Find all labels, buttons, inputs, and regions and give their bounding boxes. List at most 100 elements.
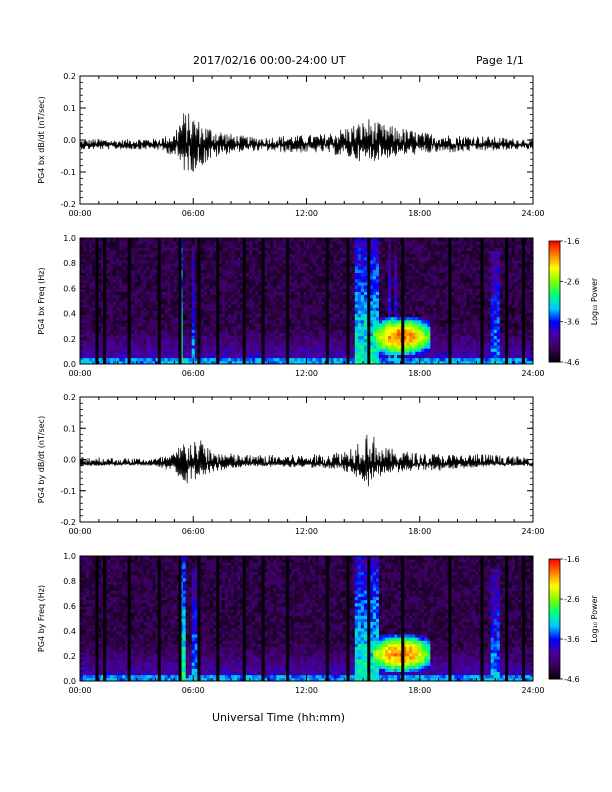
data-gap xyxy=(127,556,131,681)
data-gap xyxy=(197,556,201,681)
panel-4: 00:00 06:00 12:00 18:00 24:00 1.0 0.8 0.6 0.4 0.2… xyxy=(37,552,545,695)
y-tick-label: -0.2 xyxy=(60,200,76,209)
colorbar-tick-label: -3.6 xyxy=(564,318,580,327)
y-tick-label: 0.2 xyxy=(63,72,76,81)
y-tick-label: 0.0 xyxy=(63,456,76,465)
colorbar-tick-label: -4.6 xyxy=(564,358,580,367)
y-tick-label: 1.0 xyxy=(63,552,76,561)
data-gap xyxy=(95,238,99,364)
page-title: 2017/02/16 00:00-24:00 UT xyxy=(193,54,346,67)
x-tick-label: 06:00 xyxy=(182,209,205,218)
data-gap xyxy=(522,238,526,364)
y-tick-label: 0.4 xyxy=(63,627,76,636)
colorbar-frame xyxy=(548,240,561,363)
data-gap xyxy=(242,238,246,364)
x-tick-label: 18:00 xyxy=(408,686,431,695)
data-gap xyxy=(448,238,452,364)
x-axis-title: Universal Time (hh:mm) xyxy=(212,711,345,724)
colorbar-tick-label: -1.6 xyxy=(564,237,580,246)
data-gap xyxy=(448,556,452,681)
panel-1: 00:00 06:00 12:00 18:00 24:00 0.2 0.1 0.0 -0.1 -0… xyxy=(37,72,545,218)
data-gap xyxy=(346,556,350,681)
x-tick-label: 00:00 xyxy=(68,527,91,536)
y-tick-label: 0.4 xyxy=(63,310,76,319)
series-line xyxy=(79,113,534,172)
colorbar-tick-label: -1.6 xyxy=(564,555,580,564)
colorbar-tick-label: -4.6 xyxy=(564,675,580,684)
x-tick-label: 00:00 xyxy=(68,686,91,695)
x-tick-label: 18:00 xyxy=(408,527,431,536)
x-tick-label: 18:00 xyxy=(408,369,431,378)
colorbar-label: Log₁₀ Power xyxy=(590,595,599,643)
x-tick-label: 24:00 xyxy=(521,369,544,378)
x-tick-label: 00:00 xyxy=(68,369,91,378)
data-gap xyxy=(216,238,220,364)
y-tick-label: 0.6 xyxy=(63,284,76,293)
y-axis-label: PG4 by dB/dt (nT/sec) xyxy=(37,416,46,503)
colorbar: -1.6 -2.6 -3.6 -4.6 Log₁₀ Power xyxy=(548,237,599,367)
data-gap xyxy=(178,556,182,681)
data-gap xyxy=(103,238,107,364)
data-gap xyxy=(242,556,246,681)
colorbar-tick-label: -3.6 xyxy=(564,635,580,644)
y-tick-label: 0.1 xyxy=(63,424,76,433)
data-gap xyxy=(286,238,290,364)
y-tick-label: 0.2 xyxy=(63,393,76,402)
x-tick-label: 00:00 xyxy=(68,209,91,218)
colorbar-frame xyxy=(548,558,561,680)
data-gap xyxy=(95,556,99,681)
y-axis-label: PG4 bx Freq (Hz) xyxy=(37,267,46,334)
x-tick-label: 12:00 xyxy=(295,527,318,536)
spectrogram-cells xyxy=(80,556,534,682)
y-tick-label: 0.8 xyxy=(63,577,76,586)
y-tick-label: -0.2 xyxy=(60,518,76,527)
data-gap xyxy=(522,556,526,681)
x-tick-label: 12:00 xyxy=(295,209,318,218)
y-tick-label: -0.1 xyxy=(60,487,76,496)
data-gap xyxy=(401,238,405,364)
x-tick-label: 12:00 xyxy=(295,369,318,378)
x-tick-label: 24:00 xyxy=(521,209,544,218)
data-gap xyxy=(505,238,509,364)
data-gap xyxy=(103,556,107,681)
data-gap xyxy=(367,556,371,681)
y-axis-label: PG4 by Freq (Hz) xyxy=(37,585,46,652)
data-gap xyxy=(480,556,484,681)
plot-frame xyxy=(79,75,534,205)
x-tick-label: 24:00 xyxy=(521,527,544,536)
data-gap xyxy=(261,238,265,364)
y-tick-label: 0.8 xyxy=(63,259,76,268)
y-tick-label: 0.0 xyxy=(63,677,76,686)
y-tick-label: 0.0 xyxy=(63,360,76,369)
y-tick-label: 0.2 xyxy=(63,335,76,344)
data-gap xyxy=(325,238,329,364)
data-gap xyxy=(197,238,201,364)
data-gap xyxy=(178,238,182,364)
y-tick-label: 0.2 xyxy=(63,652,76,661)
x-tick-label: 06:00 xyxy=(182,686,205,695)
data-gap xyxy=(401,556,405,681)
data-gap xyxy=(157,238,161,364)
panel-3: 00:00 06:00 12:00 18:00 24:00 0.2 0.1 0.0 -0.1 -0… xyxy=(37,393,545,536)
data-gap xyxy=(216,556,220,681)
spectrogram-cells xyxy=(80,238,534,365)
data-gap xyxy=(157,556,161,681)
colorbar-tick-label: -2.6 xyxy=(564,595,580,604)
y-tick-label: 1.0 xyxy=(63,234,76,243)
data-gap xyxy=(261,556,265,681)
data-gap xyxy=(286,556,290,681)
series-line xyxy=(79,434,534,487)
x-tick-label: 24:00 xyxy=(521,686,544,695)
data-gap xyxy=(346,238,350,364)
data-gap xyxy=(480,238,484,364)
y-axis-label: PG4 bx dB/dt (nT/sec) xyxy=(37,96,46,183)
y-tick-label: 0.6 xyxy=(63,602,76,611)
y-tick-label: -0.1 xyxy=(60,168,76,177)
colorbar: -1.6 -2.6 -3.6 -4.6 Log₁₀ Power xyxy=(548,555,599,684)
colorbar-label: Log₁₀ Power xyxy=(590,277,599,325)
x-tick-label: 18:00 xyxy=(408,209,431,218)
page-number: Page 1/1 xyxy=(476,54,524,67)
y-tick-label: 0.1 xyxy=(63,104,76,113)
y-tick-label: 0.0 xyxy=(63,136,76,145)
